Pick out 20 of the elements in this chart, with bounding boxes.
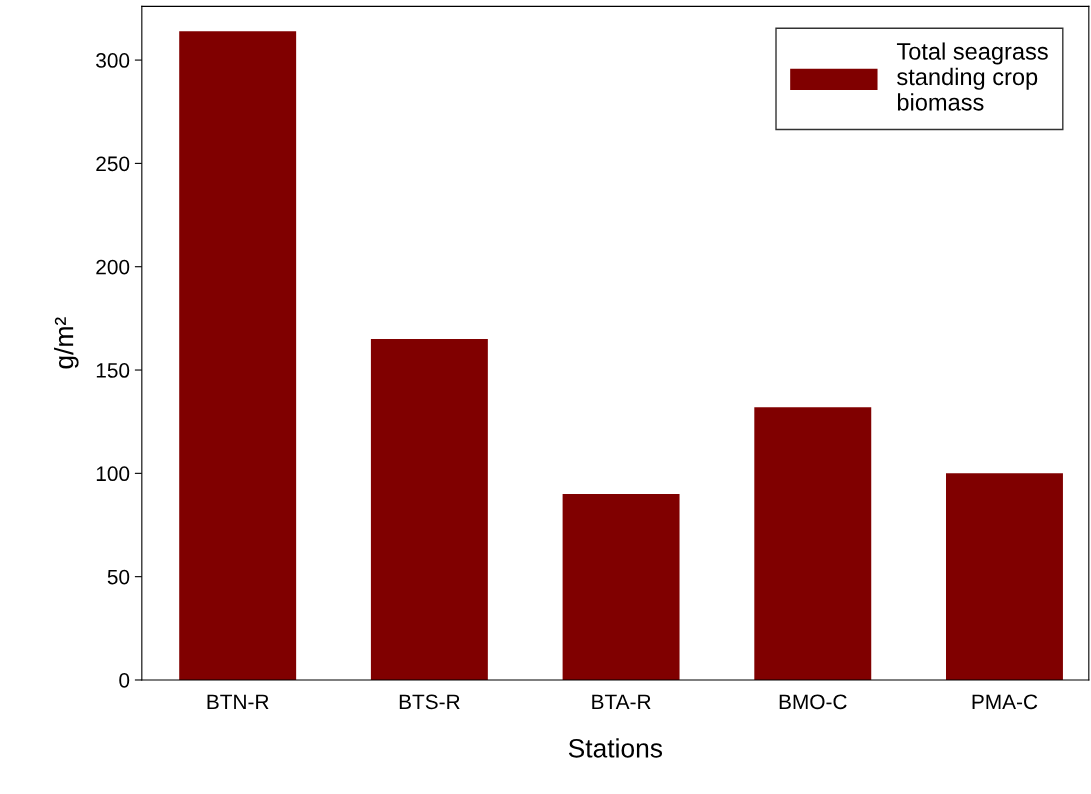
y-tick-label: 200: [96, 259, 130, 275]
y-tick-label: 0: [119, 672, 130, 688]
x-tick-label: BMO-C: [779, 694, 847, 710]
y-tick-label: 100: [96, 466, 130, 482]
legend-label: Total seagrass standing crop biomass: [896, 42, 1048, 111]
x-axis-title: Stations: [568, 738, 663, 758]
x-tick-label: PMA-C: [972, 694, 1038, 710]
x-tick-label: BTN-R: [207, 694, 269, 709]
y-tick-label: 300: [96, 53, 130, 68]
x-tick-label: BTS-R: [399, 694, 460, 710]
y-tick-label: 250: [96, 156, 130, 172]
y-axis-title: g/m²: [54, 317, 79, 369]
y-tick-label: 50: [107, 569, 130, 585]
y-tick-label: 150: [96, 363, 130, 378]
bar: [562, 494, 680, 680]
bar: [946, 473, 1063, 680]
bar: [179, 31, 297, 680]
bar: [754, 407, 872, 680]
x-tick-label: BTA-R: [592, 694, 651, 709]
bar: [370, 339, 488, 680]
